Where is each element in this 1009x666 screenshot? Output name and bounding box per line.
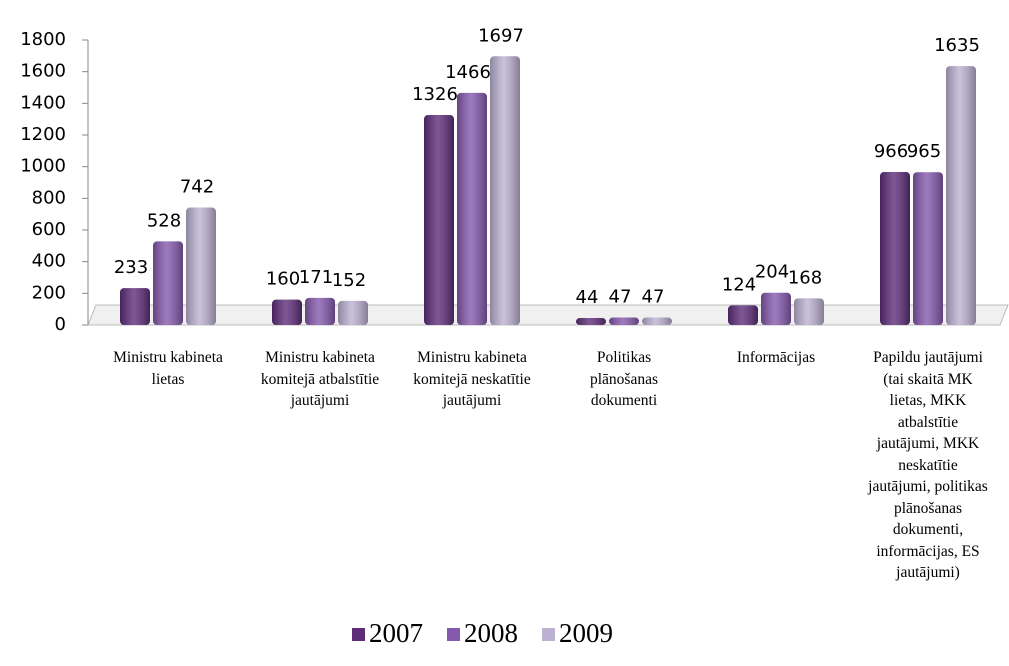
y-tick-label: 200 [32,282,66,303]
x-tick-label: Ministru kabineta komitejā neskatītie ja… [413,349,531,409]
data-label: 233 [114,257,148,278]
bar-shade [305,297,335,325]
x-tick-label: Informācijas [736,349,816,366]
y-tick-label: 0 [55,314,66,335]
bar-shade [576,318,606,325]
bar-shade [913,172,943,325]
bar-shade [153,241,183,325]
data-label: 152 [332,270,366,291]
legend-label: 2008 [464,618,518,648]
data-label: 742 [180,177,214,198]
legend-label: 2009 [559,618,613,648]
bar-shade [272,299,302,325]
data-label: 965 [907,141,941,162]
data-label: 168 [788,267,822,288]
y-tick-label: 600 [32,219,66,240]
x-tick-label: Papildu jautājumi (tai skaitā MK lietas,… [868,349,988,581]
y-tick-label: 1000 [20,156,66,177]
bar-shade [946,66,976,325]
y-tick-label: 1600 [20,61,66,82]
data-label: 966 [874,141,908,162]
bar-shade [728,305,758,325]
data-label: 1635 [934,35,980,56]
x-tick-label: Ministru kabineta lietas [113,349,223,388]
data-label: 47 [642,287,665,308]
y-tick-label: 1800 [20,29,66,50]
data-label: 44 [576,287,599,308]
bar-shade [424,115,454,325]
data-label: 204 [755,262,789,283]
bar-shade [338,300,368,325]
y-tick-label: 400 [32,251,66,272]
legend-swatch [352,628,365,641]
x-tick-label: Ministru kabineta komitejā atbalstītie j… [260,349,380,409]
y-tick-label: 1400 [20,92,66,113]
data-label: 124 [722,274,756,295]
data-label: 47 [609,287,632,308]
bar-shade [761,292,791,325]
bar-shade [609,317,639,325]
x-tick-label: Politikas plānošanas dokumenti [589,349,658,409]
bar-shade [642,317,672,325]
legend-label: 2007 [369,618,423,648]
y-tick-label: 800 [32,187,66,208]
bar-shade [880,172,910,325]
data-label: 160 [266,269,300,290]
legend-swatch [542,628,555,641]
data-label: 528 [147,210,181,231]
bar-shade [457,92,487,325]
bar-shade [794,298,824,325]
legend-swatch [447,628,460,641]
data-label: 1466 [445,62,491,83]
data-label: 1697 [478,25,524,46]
bar-shade [490,56,520,325]
data-label: 171 [299,267,333,288]
data-label: 1326 [412,84,458,105]
y-tick-label: 1200 [20,124,66,145]
bar-shade [120,288,150,325]
floor [87,304,1009,326]
bar-shade [186,207,216,325]
